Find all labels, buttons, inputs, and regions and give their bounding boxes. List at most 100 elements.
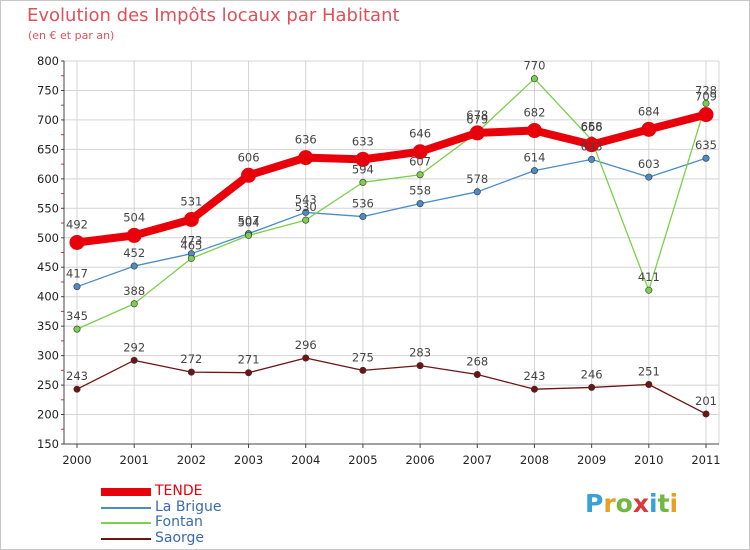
data-point [702,410,710,418]
data-label: 411 [638,270,660,284]
y-tick-label: 700 [37,113,59,127]
x-tick-label: 2010 [634,453,663,467]
legend-swatch [101,506,151,509]
data-point [355,151,371,167]
data-point [530,167,538,175]
series-layer [69,75,714,418]
data-label: 504 [238,215,260,229]
data-point [302,354,310,362]
data-point [359,366,367,374]
y-tick-label: 750 [37,83,59,97]
data-point [241,167,257,183]
data-labels: 492 504 531 606 636 633 646 678 682 658 684 709 417 4… [66,59,717,408]
y-tick-label: 500 [37,231,59,245]
data-label: 246 [581,367,603,381]
logo-letter: i [669,489,679,518]
y-tick-label: 350 [37,319,59,333]
data-label: 633 [581,139,603,153]
y-tick-label: 150 [37,437,59,451]
data-label: 709 [695,90,717,104]
data-label: 243 [66,369,88,383]
data-label: 658 [581,120,603,134]
x-tick-label: 2009 [577,453,606,467]
series-line-la-brigue [76,157,707,288]
data-point [702,154,710,162]
data-point [298,150,314,166]
data-point [645,286,653,294]
x-tick-label: 2001 [120,453,149,467]
data-point [359,213,367,221]
data-point [641,121,657,137]
data-label: 272 [180,352,202,366]
data-point [584,137,600,153]
series-line-tende [76,110,707,247]
y-tick-label: 450 [37,260,59,274]
data-point [416,171,424,179]
data-label: 635 [695,138,717,152]
data-label: 646 [409,127,431,141]
data-point [588,383,596,391]
data-point [302,208,310,216]
data-label: 636 [295,133,317,147]
data-point [69,234,85,250]
legend-label: Fontan [155,514,203,530]
data-point [526,123,542,139]
x-tick-label: 2011 [691,453,720,467]
y-tick-label: 800 [37,54,59,68]
data-label: 770 [523,59,545,73]
data-point [412,144,428,160]
data-label: 251 [638,364,660,378]
y-tick-label: 550 [37,201,59,215]
data-point [530,75,538,83]
data-label: 607 [409,155,431,169]
data-label: 504 [123,210,145,224]
data-point [473,370,481,378]
data-label: 275 [352,350,374,364]
legend-swatch [101,537,151,540]
data-label: 530 [295,200,317,214]
logo-letter: o [615,489,633,518]
data-label: 536 [352,197,374,211]
data-point [73,283,81,291]
data-label: 473 [180,234,202,248]
data-point [645,380,653,388]
data-label: 633 [352,134,374,148]
data-label: 292 [123,340,145,354]
data-point [530,385,538,393]
logo-letter: i [649,489,658,518]
data-label: 465 [180,238,202,252]
data-point [245,369,253,377]
data-point [416,362,424,370]
data-point [183,212,199,228]
data-label: 603 [638,157,660,171]
y-tick-label: 600 [37,172,59,186]
legend-label: La Brigue [155,498,222,515]
x-tick-label: 2004 [291,453,320,467]
y-tick-label: 400 [37,290,59,304]
data-label: 243 [523,369,545,383]
data-label: 666 [581,120,603,134]
data-point [469,125,485,141]
data-point [130,356,138,364]
data-point [698,107,714,123]
data-point [473,188,481,196]
data-label: 728 [695,83,717,97]
data-point [702,99,710,107]
series-line-saorge [76,357,707,415]
data-point [126,227,142,243]
legend-label: Saorge [155,529,205,546]
axes: 150 200 250 300 350 400 450 500 550 600 650 700 750 8… [37,54,721,467]
data-label: 543 [295,192,317,206]
data-label: 558 [409,184,431,198]
data-label: 507 [238,214,260,228]
data-label: 614 [523,151,545,165]
data-point [130,300,138,308]
data-point [73,385,81,393]
proxiti-logo: Proxiti [585,489,678,518]
data-point [588,155,596,163]
logo-letter: r [603,489,616,518]
y-tick-label: 200 [37,408,59,422]
chart-subtitle: (en € et par an) [28,29,115,42]
